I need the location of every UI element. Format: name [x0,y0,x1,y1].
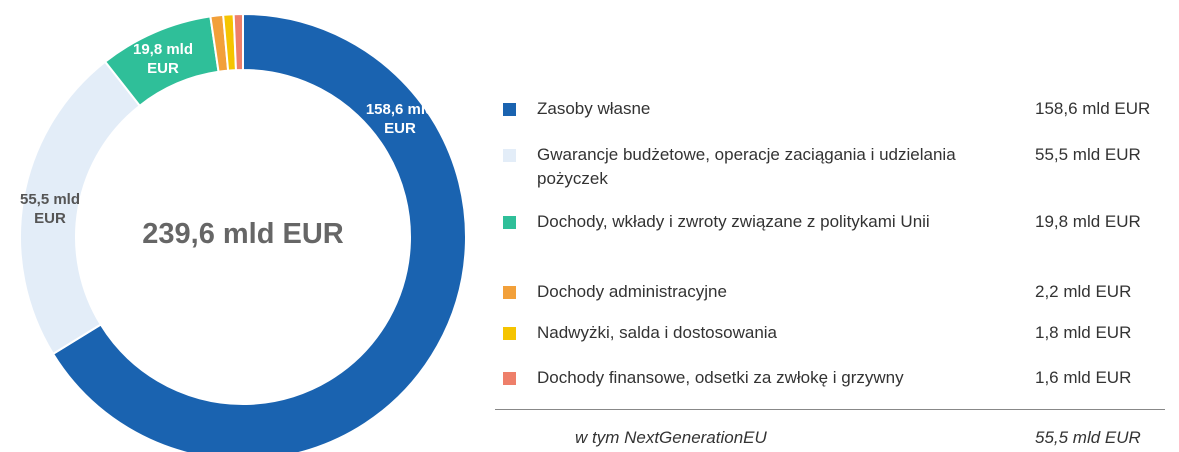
footnote-value: 55,5 mld EUR [1035,428,1141,447]
slice-label: 19,8 mld EUR [132,41,194,77]
legend-value: 1,8 mld EUR [1035,323,1132,342]
legend-value: 55,5 mld EUR [1035,145,1141,164]
legend-value: 19,8 mld EUR [1035,212,1141,231]
donut-chart [19,12,467,452]
legend-label: Dochody finansowe, odsetki za zwłokę i g… [537,368,904,387]
legend-label: Dochody, wkłady i zwroty związane z poli… [537,212,930,231]
legend-swatch [503,149,516,162]
divider [495,409,1165,410]
legend-swatch [503,327,516,340]
donut-slice [232,12,244,72]
center-label: 239,6 mld EUR [142,218,344,250]
legend-swatch [503,372,516,385]
legend-value: 1,6 mld EUR [1035,368,1132,387]
legend-label: Dochody administracyjne [537,282,727,301]
legend-value: 158,6 mld EUR [1035,99,1151,118]
legend-label: Zasoby własne [537,99,651,118]
legend-value: 2,2 mld EUR [1035,282,1132,301]
legend-swatch [503,286,516,299]
legend-swatch [503,103,516,116]
slice-label: 55,5 mld EUR [19,191,81,227]
legend-swatch [503,216,516,229]
footnote-label: w tym NextGenerationEU [575,428,767,447]
donut-slice [51,12,467,452]
legend-label: Gwarancje budżetowe, operacje zaciągania… [537,145,956,188]
slice-label: 158,6 mld EUR [365,101,435,137]
legend-label: Nadwyżki, salda i dostosowania [537,323,778,342]
